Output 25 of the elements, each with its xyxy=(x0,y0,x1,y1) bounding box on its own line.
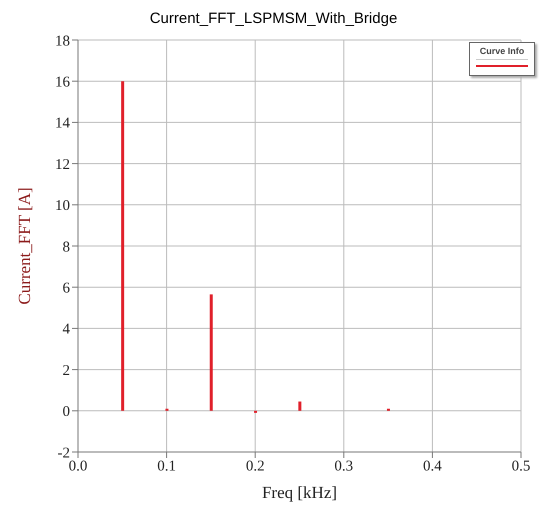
x-axis-title: Freq [kHz] xyxy=(262,483,338,502)
y-tick-label: 16 xyxy=(55,74,70,91)
legend-title: Curve Info xyxy=(476,46,528,60)
x-tick-label: 0.2 xyxy=(246,458,265,475)
y-tick-label: 10 xyxy=(55,198,70,214)
y-tick-label: -2 xyxy=(58,445,70,462)
y-tick-label: 8 xyxy=(62,239,70,256)
legend-box: Curve Info xyxy=(469,42,535,76)
y-tick-label: 14 xyxy=(55,116,70,132)
chart-title: Current_FFT_LSPMSM_With_Bridge xyxy=(148,9,398,29)
y-tick-label: 12 xyxy=(55,156,70,173)
bar xyxy=(210,294,213,411)
x-tick-label: 0.0 xyxy=(68,458,88,475)
y-axis-title: Current_FFT [A] xyxy=(15,187,34,305)
y-tick-label: 0 xyxy=(62,404,70,420)
bar xyxy=(298,402,302,411)
bar xyxy=(121,81,124,411)
y-tick-label: 6 xyxy=(62,280,70,297)
x-tick-label: 0.4 xyxy=(423,458,442,475)
x-tick-label: 0.5 xyxy=(512,458,530,475)
y-tick-label: 4 xyxy=(62,322,70,338)
x-tick-label: 0.1 xyxy=(157,458,176,475)
y-tick-label: 2 xyxy=(62,362,70,379)
y-tick-label: 18 xyxy=(55,33,70,50)
x-tick-label: 0.3 xyxy=(334,458,354,475)
